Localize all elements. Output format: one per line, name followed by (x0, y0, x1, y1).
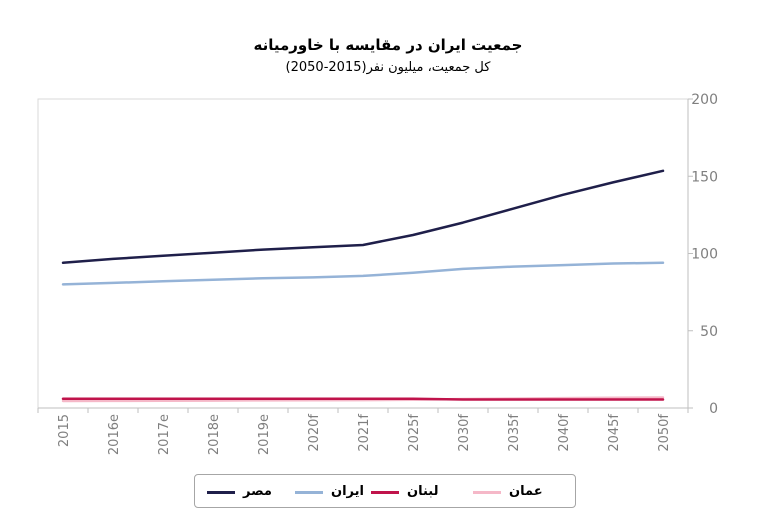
chart-legend: مصر ایران لبنان عمان (194, 474, 576, 508)
chart-title: جمعیت ایران در مقایسه با خاورمیانه (253, 36, 523, 54)
x-tick-label: 2025f (407, 414, 422, 452)
y-tick-label: 100 (691, 247, 718, 263)
y-tick-label: 200 (691, 92, 718, 108)
series-line (61, 396, 665, 403)
legend-label-egypt: مصر (243, 484, 272, 499)
legend-swatch-oman (473, 491, 501, 494)
x-tick-label: 2030f (457, 414, 472, 452)
x-tick-label: 2020f (307, 414, 322, 452)
x-tick-label: 2050f (657, 414, 672, 452)
legend-swatch-iran (295, 491, 323, 494)
legend-swatch-egypt (207, 491, 235, 494)
x-tick-label: 2018e (207, 414, 222, 455)
plot-area (37, 98, 689, 409)
x-tick-label: 2021f (357, 414, 372, 452)
x-tick-label: 2017e (157, 414, 172, 455)
x-tick-label: 2019e (257, 414, 272, 455)
x-tick-label: 2040f (557, 414, 572, 452)
legend-swatch-lebanon (371, 491, 399, 494)
x-tick-label: 2015 (57, 414, 72, 447)
y-tick-label: 150 (691, 169, 718, 185)
series-line (61, 169, 665, 265)
x-tick-label: 2035f (507, 414, 522, 452)
series-line (61, 397, 665, 401)
chart-subtitle: کل جمعیت، میلیون نفر(2015-2050) (285, 60, 491, 75)
legend-label-iran: ایران (331, 484, 364, 499)
y-tick-label: 0 (709, 401, 718, 417)
x-tick-label: 2016e (107, 414, 122, 455)
legend-label-lebanon: لبنان (407, 484, 439, 499)
x-tick-label: 2045f (607, 414, 622, 452)
series-line (61, 261, 665, 286)
legend-label-oman: عمان (509, 484, 543, 499)
y-tick-label: 50 (700, 324, 718, 340)
